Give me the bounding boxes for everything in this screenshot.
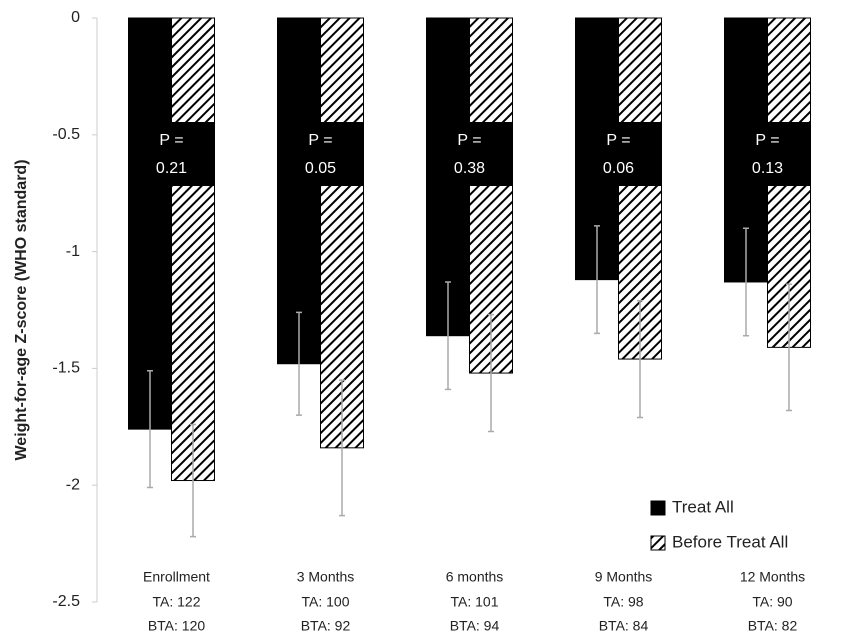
p-value-label: 0.06 (603, 160, 634, 177)
x-tick-sublabel: TA: 100 (302, 594, 350, 610)
error-bar (296, 311, 302, 416)
x-tick-sublabel: TA: 122 (153, 594, 201, 610)
bar (128, 17, 172, 430)
x-tick-sublabel: TA: 98 (603, 594, 643, 610)
legend-swatch (650, 535, 666, 551)
x-tick-label: 6 months (446, 569, 504, 585)
p-value-label: P = (308, 132, 332, 149)
bar (469, 17, 513, 374)
y-axis-title: Weight-for-age Z-score (WHO standard) (13, 159, 30, 460)
error-bar (786, 283, 792, 412)
x-tick-label: 12 Months (740, 569, 805, 585)
y-tick-label: -0.5 (52, 126, 80, 143)
x-tick-sublabel: BTA: 84 (599, 618, 649, 634)
p-value-box (724, 122, 811, 186)
error-bar (743, 227, 749, 337)
y-tick-label: -2.5 (52, 593, 80, 610)
error-bar (594, 225, 600, 335)
p-value-label: P = (457, 132, 481, 149)
y-tick-label: 0 (71, 9, 80, 26)
y-tick-label: -1 (66, 243, 80, 260)
error-bar (488, 313, 494, 433)
legend-label: Treat All (672, 497, 734, 516)
x-tick-label: 9 Months (595, 569, 653, 585)
bar (320, 17, 364, 449)
legend-label: Before Treat All (672, 532, 788, 551)
error-bar (637, 299, 643, 419)
bar (171, 17, 215, 482)
legend-swatch (650, 500, 666, 516)
p-value-label: P = (606, 132, 630, 149)
p-value-label: P = (755, 132, 779, 149)
x-tick-label: Enrollment (143, 569, 210, 585)
x-tick-sublabel: BTA: 94 (450, 618, 500, 634)
error-bar (445, 281, 451, 391)
p-value-label: 0.13 (752, 160, 783, 177)
x-tick-sublabel: TA: 101 (451, 594, 499, 610)
x-tick-sublabel: BTA: 82 (748, 618, 798, 634)
error-bar (339, 379, 345, 517)
y-tick-label: -2 (66, 476, 80, 493)
p-value-box (277, 122, 364, 186)
x-tick-sublabel: BTA: 120 (148, 618, 206, 634)
p-value-label: 0.38 (454, 160, 485, 177)
p-value-box (575, 122, 662, 186)
x-tick-sublabel: TA: 90 (752, 594, 792, 610)
p-value-label: 0.05 (305, 160, 336, 177)
y-tick-label: -1.5 (52, 360, 80, 377)
x-tick-sublabel: BTA: 92 (301, 618, 351, 634)
x-tick-label: 3 Months (297, 569, 355, 585)
p-value-label: 0.21 (156, 160, 187, 177)
error-bar (190, 423, 196, 538)
error-bar (147, 369, 153, 489)
p-value-box (128, 122, 215, 186)
p-value-label: P = (159, 132, 183, 149)
p-value-box (426, 122, 513, 186)
